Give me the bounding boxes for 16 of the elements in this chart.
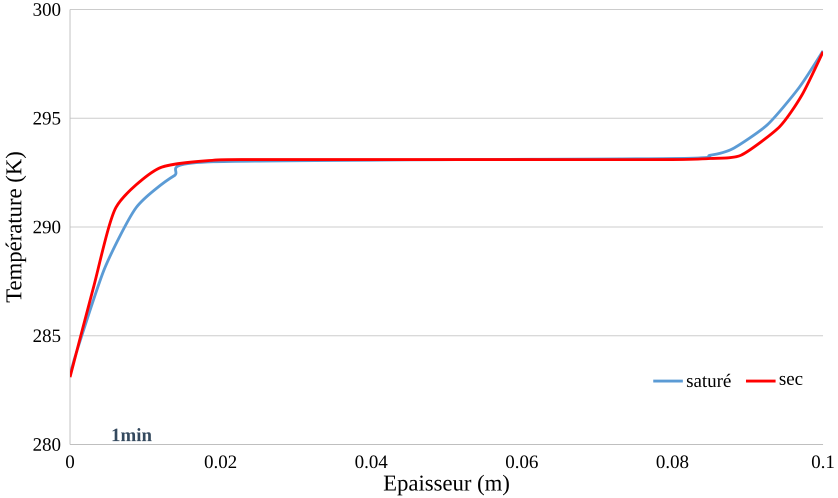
y-tick-label: 290 [33,220,60,234]
x-tick-label: 0.06 [506,455,538,468]
y-tick-label: 300 [34,2,60,16]
y-tick-label: 280 [33,438,60,451]
x-tick-label: 0.02 [204,455,236,468]
x-tick-label: 0.1 [812,455,834,468]
annotation: 1min [112,428,152,441]
y-tick-label: 295 [33,112,60,124]
y-axis-title: Température (K) [6,152,26,302]
x-tick-label: 0.08 [656,455,688,468]
legend-label: sec [780,376,802,385]
x-tick-label: 0 [66,455,74,468]
legend-label: saturé [686,374,731,387]
x-tick-label: 0.04 [355,455,388,468]
x-axis-title: Epaisseur (m) [384,474,509,496]
y-tick-label: 285 [33,329,60,342]
